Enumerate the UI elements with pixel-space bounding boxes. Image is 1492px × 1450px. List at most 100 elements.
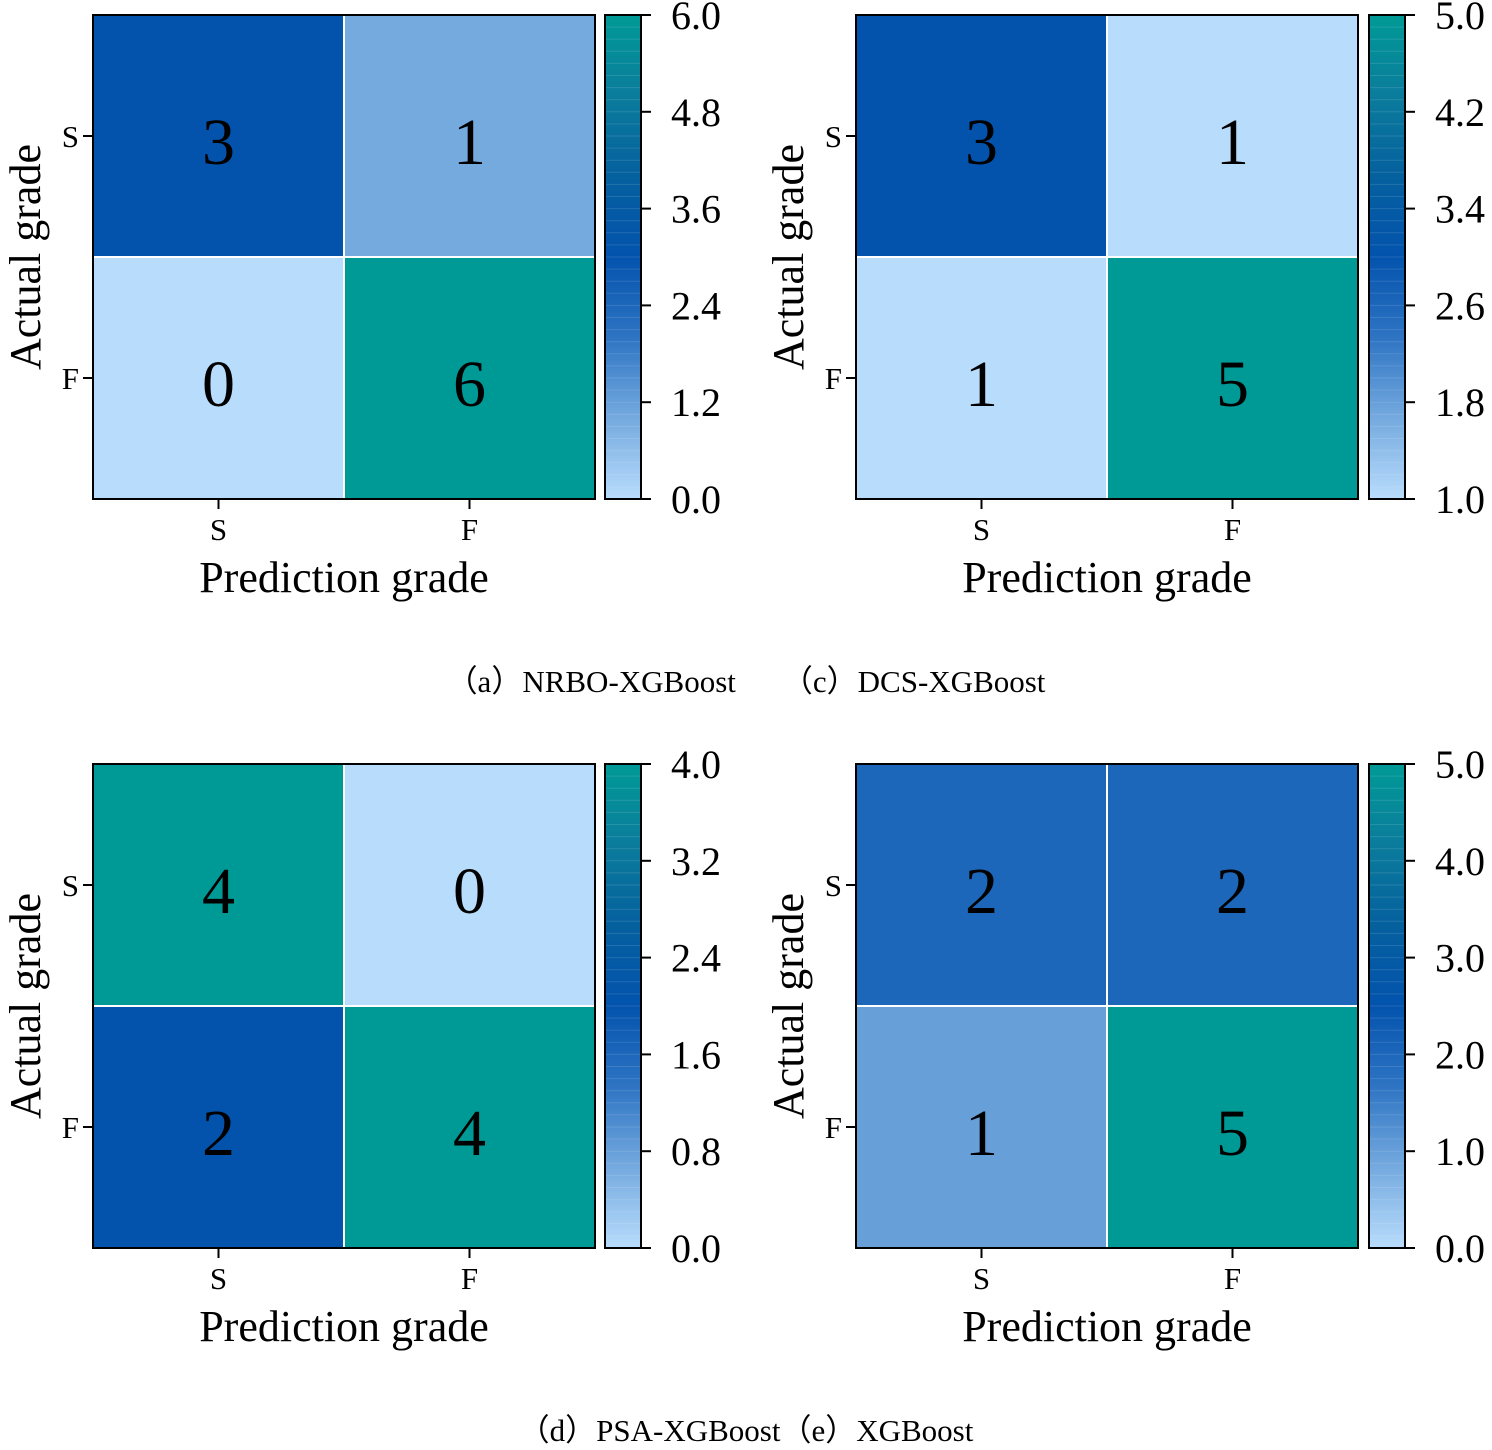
colorbar-frame: [1368, 763, 1406, 1249]
heatmap-cell: [1106, 1005, 1359, 1249]
colorbar-tick-label: 0.8: [671, 1129, 721, 1174]
x-tick-label: S: [973, 1261, 990, 1296]
x-axis-title: Prediction grade: [199, 1302, 489, 1351]
plot-frame: [92, 763, 596, 1249]
heatmap-cell: [343, 763, 596, 1007]
colorbar-tick-label: 2.4: [671, 936, 721, 981]
colorbar-frame: [604, 14, 642, 500]
heatmap-panel-1: 3 1 0 6 S F S F Prediction grade Actual grade 0.0 1…: [1, 0, 721, 602]
colorbar-tick-label: 2.0: [1435, 1032, 1485, 1077]
x-tick-label: F: [1224, 512, 1241, 547]
cell-value-label: 3: [965, 106, 998, 179]
caption-panel-d: （d）PSA-XGBoost: [518, 1413, 781, 1448]
heatmap-panel-2: 3 1 1 5 S F S F Prediction grade Actual grade 1.0 1…: [764, 0, 1485, 602]
heatmap-panel-4: 2 2 1 5 S F S F Prediction grade Actual grade 0.0 1…: [764, 742, 1485, 1351]
colorbar-tick-label: 1.6: [671, 1032, 721, 1077]
cell-value-label: 0: [202, 348, 235, 421]
heatmap-cell: [1106, 14, 1359, 258]
colorbar-frame: [1368, 14, 1406, 500]
plot-frame: [92, 14, 596, 500]
cell-value-label: 2: [202, 1097, 235, 1170]
plot-frame: [855, 14, 1359, 500]
colorbar-tick-label: 4.0: [1435, 839, 1485, 884]
x-axis-title: Prediction grade: [962, 553, 1252, 602]
colorbar-tick-label: 4.2: [1435, 90, 1485, 135]
colorbar-frame: [604, 763, 642, 1249]
plot-frame: [855, 763, 1359, 1249]
colorbar-tick-label: 6.0: [671, 0, 721, 38]
colorbar-tick-label: 5.0: [1435, 0, 1485, 38]
heatmap-cell: [343, 14, 596, 258]
colorbar-gradient: [1369, 15, 1405, 499]
heatmap-cell: [92, 14, 345, 258]
cell-value-label: 3: [202, 106, 235, 179]
cell-value-label: 5: [1216, 1097, 1249, 1170]
x-tick-label: F: [461, 512, 478, 547]
caption-row-bottom: （d）PSA-XGBoost（e）XGBoost: [0, 1405, 1492, 1450]
cell-value-label: 1: [453, 106, 486, 179]
cell-value-label: 1: [965, 1097, 998, 1170]
colorbar-tick-label: 1.0: [1435, 477, 1485, 522]
x-tick-label: F: [461, 1261, 478, 1296]
y-axis-title: Actual grade: [764, 893, 813, 1119]
colorbar-tick-label: 4.8: [671, 90, 721, 135]
cell-value-label: 1: [1216, 106, 1249, 179]
y-tick-label: S: [62, 868, 79, 903]
colorbar-tick-label: 2.4: [671, 283, 721, 328]
x-axis-title: Prediction grade: [199, 553, 489, 602]
heatmap-panel-3: 4 0 2 4 S F S F Prediction grade Actual grade 0.0 0…: [1, 742, 721, 1351]
colorbar-tick-label: 5.0: [1435, 742, 1485, 787]
colorbar-gradient: [1369, 764, 1405, 1248]
cell-value-label: 1: [965, 348, 998, 421]
colorbar-tick-label: 4.0: [671, 742, 721, 787]
colorbar-tick-label: 3.0: [1435, 936, 1485, 981]
x-tick-label: S: [210, 1261, 227, 1296]
y-tick-label: S: [62, 119, 79, 154]
caption-row-top: （a）NRBO-XGBoost （c）DCS-XGBoost: [0, 656, 1492, 701]
cell-value-label: 6: [453, 348, 486, 421]
heatmap-cell: [855, 14, 1108, 258]
colorbar-tick-label: 1.8: [1435, 380, 1485, 425]
heatmap-cell: [343, 256, 596, 500]
colorbar-tick-label: 1.2: [671, 380, 721, 425]
x-tick-label: S: [973, 512, 990, 547]
colorbar-tick-label: 1.0: [1435, 1129, 1485, 1174]
heatmap-cell: [855, 763, 1108, 1007]
colorbar-tick-label: 3.2: [671, 839, 721, 884]
cell-value-label: 2: [1216, 855, 1249, 928]
cell-value-label: 2: [965, 855, 998, 928]
x-tick-label: S: [210, 512, 227, 547]
colorbar-tick-label: 0.0: [671, 477, 721, 522]
heatmap-cell: [92, 1005, 345, 1249]
y-axis-title: Actual grade: [1, 893, 50, 1119]
colorbar-tick-label: 3.4: [1435, 187, 1485, 232]
colorbar-tick-label: 3.6: [671, 187, 721, 232]
heatmap-cell: [855, 256, 1108, 500]
cell-value-label: 0: [453, 855, 486, 928]
caption-panel-e: （e）XGBoost: [780, 1413, 974, 1448]
x-tick-label: F: [1224, 1261, 1241, 1296]
cell-value-label: 4: [453, 1097, 486, 1170]
y-tick-label: F: [62, 361, 79, 396]
heatmap-cell: [1106, 256, 1359, 500]
x-axis-title: Prediction grade: [962, 1302, 1252, 1351]
colorbar-gradient: [605, 764, 641, 1248]
y-axis-title: Actual grade: [1, 144, 50, 370]
heatmap-cell: [343, 1005, 596, 1249]
caption-panel-c: （c）DCS-XGBoost: [781, 664, 1046, 699]
cell-value-label: 5: [1216, 348, 1249, 421]
colorbar-tick-label: 0.0: [1435, 1226, 1485, 1271]
cell-value-label: 4: [202, 855, 235, 928]
caption-panel-a: （a）NRBO-XGBoost: [446, 664, 736, 699]
colorbar-tick-label: 2.6: [1435, 283, 1485, 328]
y-tick-label: F: [825, 1110, 842, 1145]
colorbar-gradient: [605, 15, 641, 499]
y-tick-label: S: [825, 119, 842, 154]
y-axis-title: Actual grade: [764, 144, 813, 370]
colorbar-tick-label: 0.0: [671, 1226, 721, 1271]
heatmap-cell: [92, 256, 345, 500]
y-tick-label: F: [62, 1110, 79, 1145]
y-tick-label: F: [825, 361, 842, 396]
heatmap-cell: [855, 1005, 1108, 1249]
